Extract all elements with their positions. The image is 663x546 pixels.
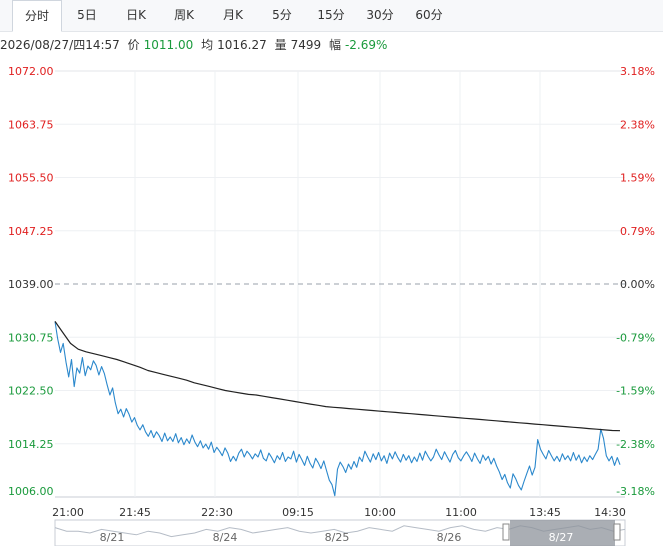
pct-tick-label-4: 0.00%	[620, 278, 655, 291]
change-value: -2.69%	[344, 38, 388, 52]
tab-2[interactable]: 日K	[126, 8, 146, 22]
navigator-handle-left[interactable]	[502, 523, 510, 541]
navigator-handle-right[interactable]	[613, 523, 621, 541]
pct-tick-label-2: 1.59%	[620, 172, 655, 185]
x-tick-label-6: 13:45	[529, 506, 561, 519]
y-tick-label-3: 1047.25	[8, 225, 54, 238]
navigator-date-label-3: 8/26	[437, 531, 462, 544]
y-tick-label-7: 1014.25	[8, 438, 54, 451]
period-tabs: 分时 5日 日K 周K 月K 5分 15分 30分 60分	[0, 0, 663, 32]
y-tick-label-2: 1055.50	[8, 172, 54, 185]
tab-7[interactable]: 30分	[366, 8, 394, 22]
volume-label: 量	[274, 38, 287, 52]
price-line	[54, 321, 621, 497]
tab-8[interactable]: 60分	[415, 8, 443, 22]
y-tick-label-6: 1022.50	[8, 385, 54, 398]
x-tick-label-7: 14:30	[594, 506, 626, 519]
pct-tick-label-6: -1.59%	[616, 385, 655, 398]
y-tick-label-4: 1039.00	[8, 278, 54, 291]
avg-value: 1016.27	[217, 38, 267, 52]
tab-1[interactable]: 5日	[77, 8, 97, 22]
x-tick-label-0: 21:00	[52, 506, 84, 519]
quote-info-bar: 2026/08/27/四14:57 价 1011.00 均 1016.27 量 749…	[0, 32, 663, 58]
price-label: 价	[127, 38, 140, 52]
navigator-date-label-2: 8/25	[325, 531, 350, 544]
pct-tick-label-8: -3.18%	[616, 485, 655, 498]
avg-label: 均	[201, 38, 214, 52]
x-tick-label-4: 10:00	[364, 506, 396, 519]
pct-tick-label-1: 2.38%	[620, 118, 655, 131]
change-label: 幅	[328, 38, 341, 52]
intraday-chart[interactable]: 1072.00 3.18% 1063.75 2.38% 1055.50 1.59% 1047…	[0, 58, 663, 546]
y-tick-label-1: 1063.75	[8, 118, 54, 131]
tab-6[interactable]: 15分	[317, 8, 345, 22]
pct-tick-label-0: 3.18%	[620, 65, 655, 78]
x-tick-label-5: 11:00	[445, 506, 477, 519]
tab-0[interactable]: 分时	[12, 0, 62, 32]
x-tick-label-3: 09:15	[282, 506, 314, 519]
pct-tick-label-3: 0.79%	[620, 225, 655, 238]
tab-4[interactable]: 月K	[223, 8, 243, 22]
volume-value: 7499	[290, 38, 322, 52]
tab-3[interactable]: 周K	[174, 8, 194, 22]
y-tick-label-5: 1030.75	[8, 331, 54, 344]
price-value: 1011.00	[143, 38, 194, 52]
navigator-date-label-0: 8/21	[100, 531, 125, 544]
y-tick-label-0: 1072.00	[8, 65, 54, 78]
navigator-date-label-1: 8/24	[213, 531, 238, 544]
x-tick-label-1: 21:45	[119, 506, 151, 519]
y-tick-label-8: 1006.00	[8, 485, 54, 498]
tab-5[interactable]: 5分	[272, 8, 292, 22]
quote-datetime: 2026/08/27/四14:57	[0, 38, 120, 52]
navigator-date-label-4: 8/27	[549, 531, 574, 544]
x-tick-label-2: 22:30	[201, 506, 233, 519]
pct-tick-label-5: -0.79%	[616, 331, 655, 344]
avg-line	[54, 321, 621, 432]
pct-tick-label-7: -2.38%	[616, 438, 655, 451]
navigator-selection-window	[510, 520, 615, 546]
